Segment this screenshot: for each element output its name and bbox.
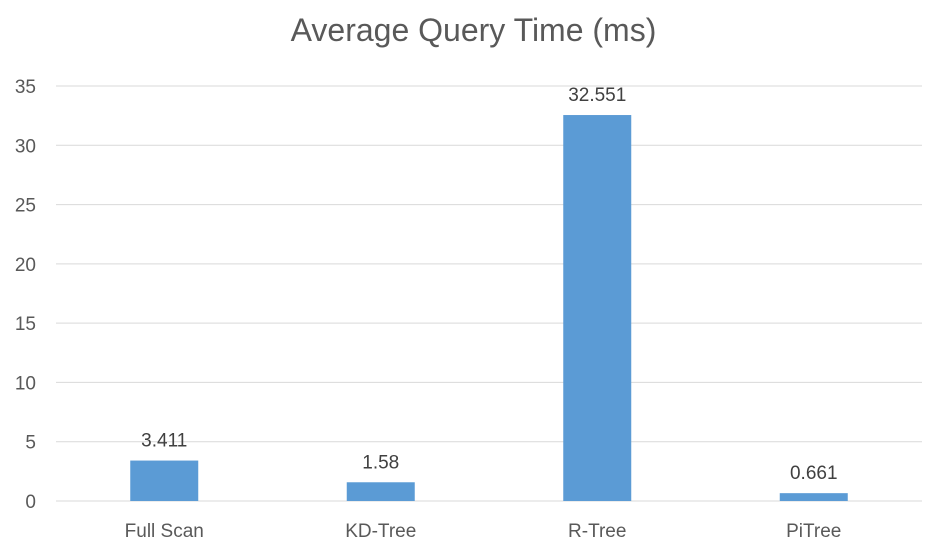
y-tick-label: 25 xyxy=(15,196,36,217)
x-category-label: Full Scan xyxy=(125,521,204,542)
y-tick-label: 30 xyxy=(15,136,36,157)
bar xyxy=(346,482,415,501)
data-label: 1.58 xyxy=(362,452,399,473)
y-tick-label: 10 xyxy=(15,373,36,394)
data-label: 0.661 xyxy=(790,463,838,484)
y-tick-label: 0 xyxy=(25,492,36,513)
data-label: 3.411 xyxy=(141,431,187,452)
x-category-label: KD-Tree xyxy=(345,521,416,542)
x-category-label: PiTree xyxy=(786,521,841,542)
bar xyxy=(779,493,848,501)
y-tick-label: 15 xyxy=(15,314,36,335)
y-tick-label: 20 xyxy=(15,255,36,276)
y-tick-label: 5 xyxy=(25,433,36,454)
bar xyxy=(130,460,199,501)
bar xyxy=(563,115,632,501)
y-tick-label: 35 xyxy=(15,77,36,98)
x-category-label: R-Tree xyxy=(568,521,626,542)
chart-title: Average Query Time (ms) xyxy=(290,12,657,48)
data-label: 32.551 xyxy=(568,85,626,106)
